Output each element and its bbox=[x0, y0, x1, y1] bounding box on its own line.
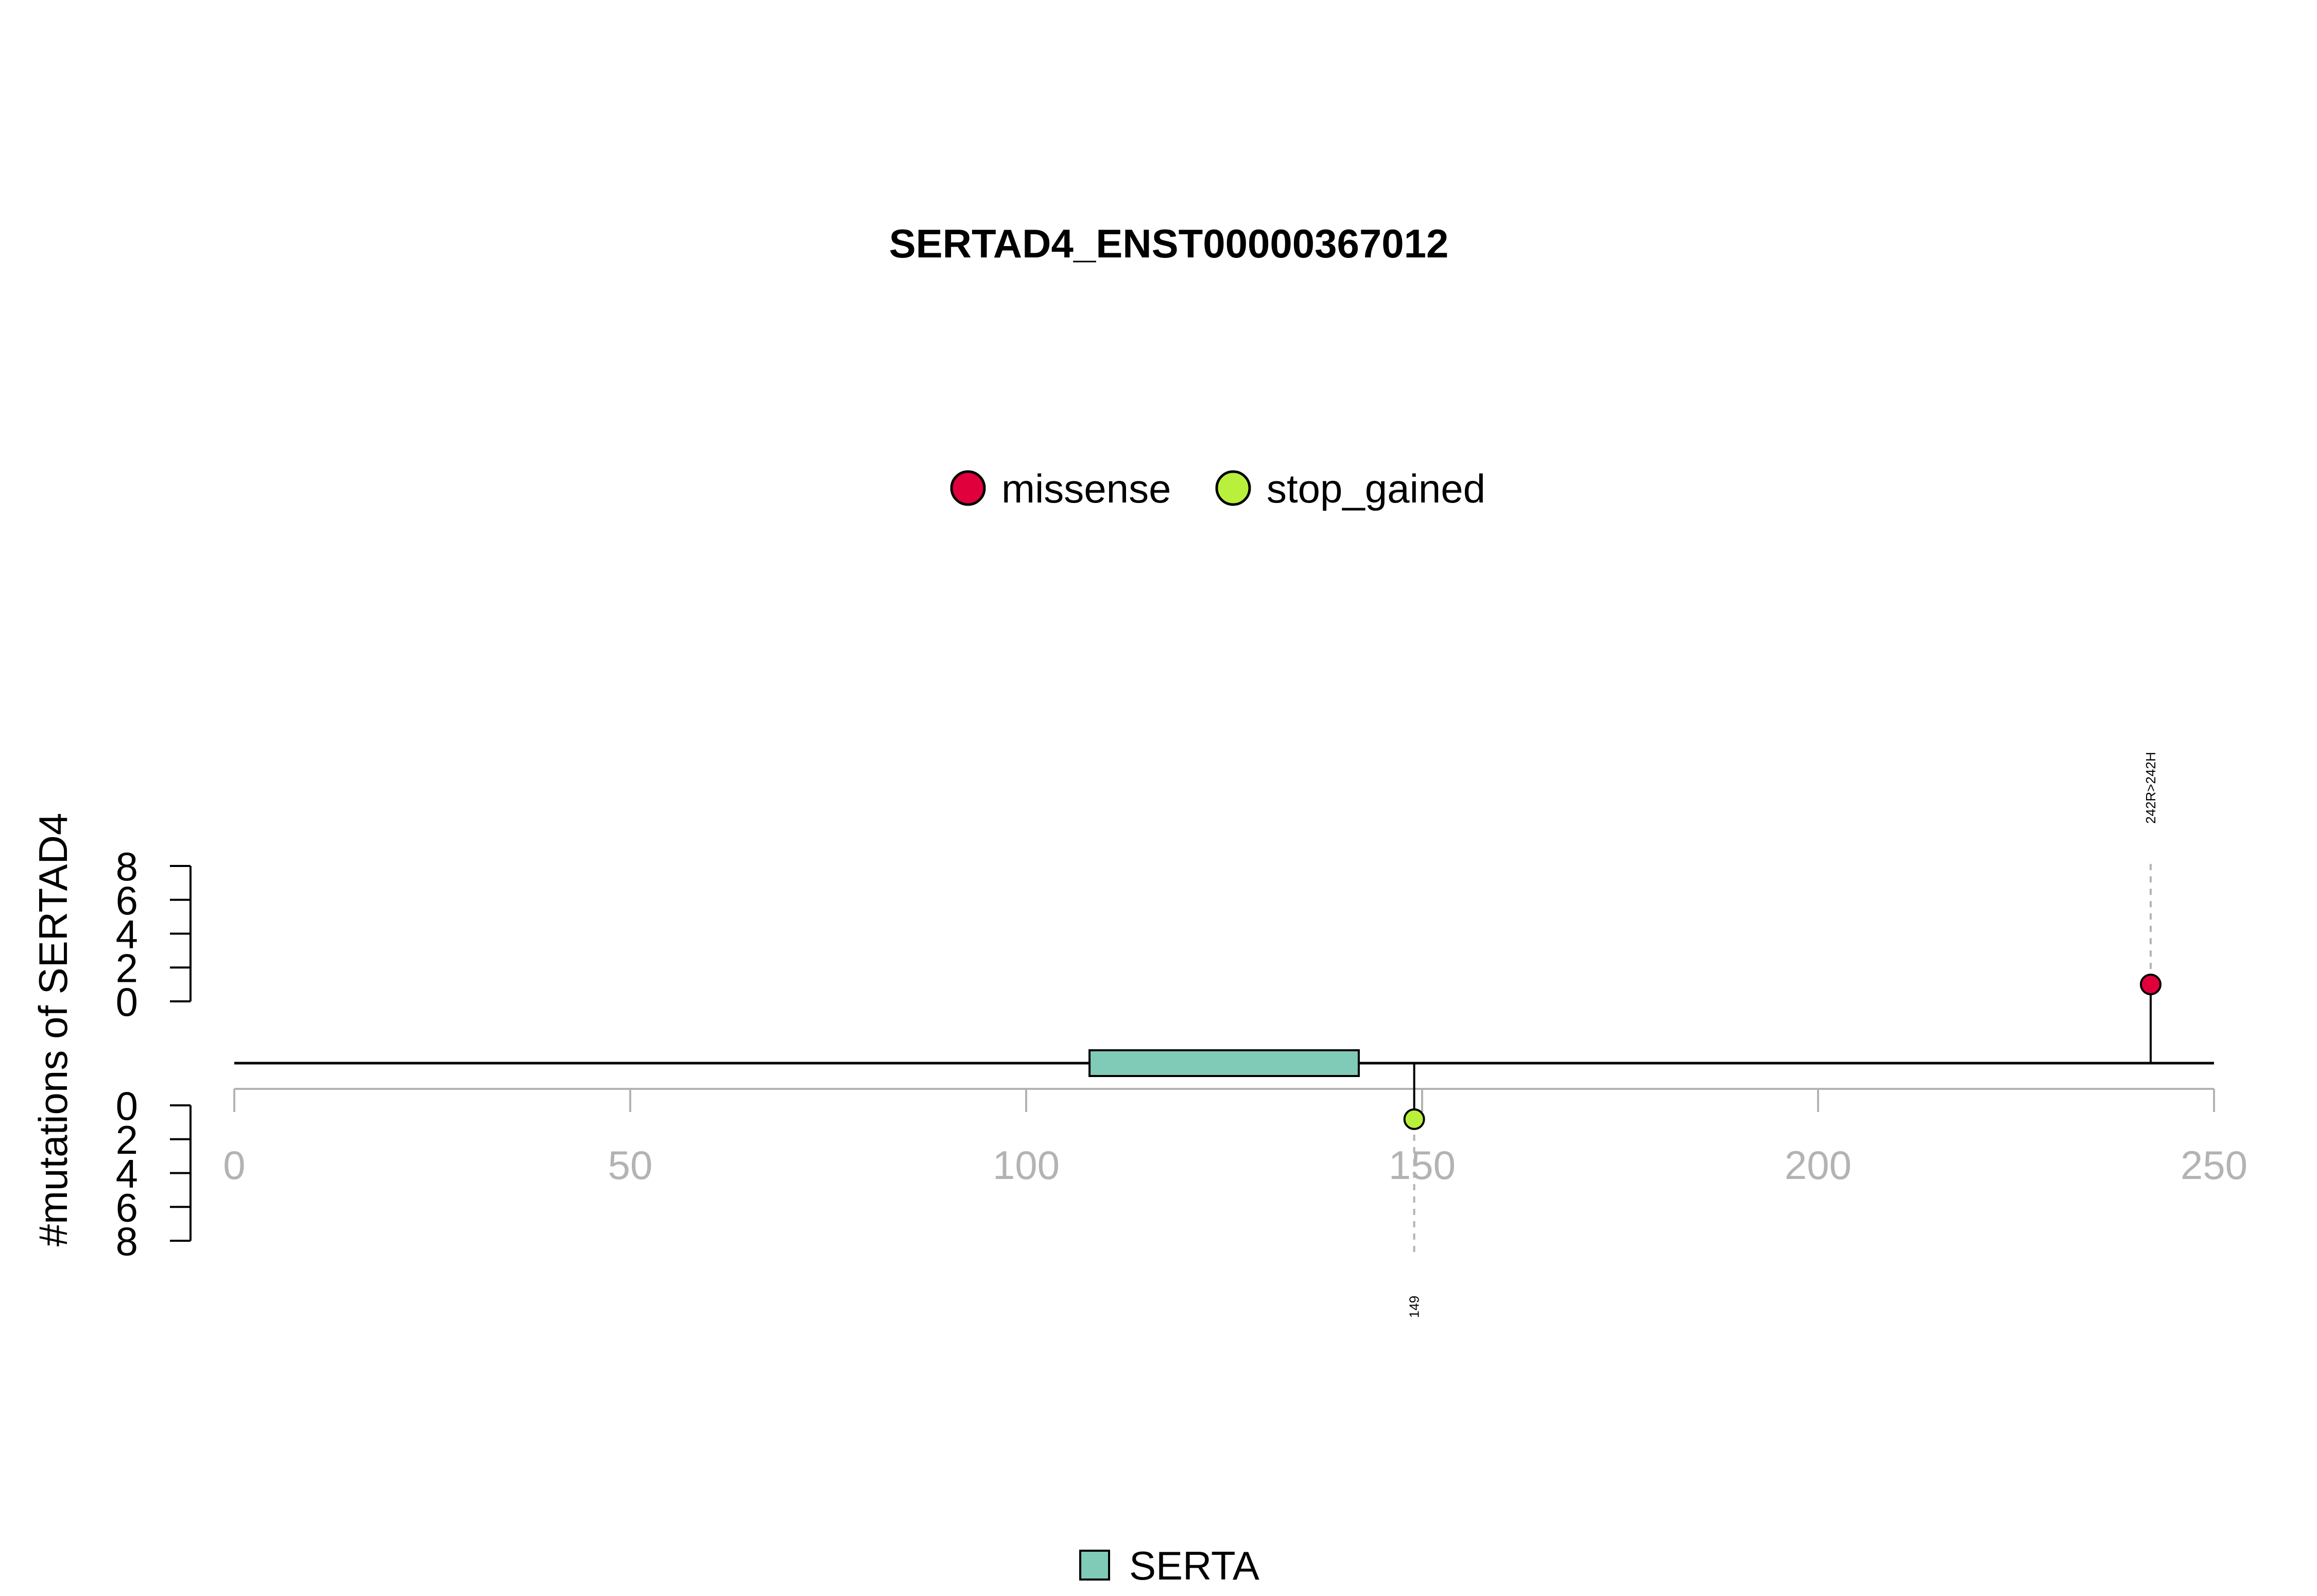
mutation-legend: missense stop_gained bbox=[950, 466, 1485, 511]
y-tick-label-bottom: 4 bbox=[116, 1151, 138, 1196]
y-tick-label-bottom: 0 bbox=[116, 1083, 138, 1129]
y-axis-label: #mutations of SERTAD4 bbox=[30, 813, 76, 1247]
y-tick-label-top: 2 bbox=[116, 945, 138, 991]
mutation-label: 149 bbox=[1407, 1296, 1422, 1318]
legend-label-stop_gained: stop_gained bbox=[1267, 466, 1485, 511]
mutation-label: 242R>242H bbox=[2143, 752, 2158, 824]
y-tick-label-bottom: 8 bbox=[116, 1219, 138, 1264]
legend-marker-stop_gained bbox=[1215, 470, 1251, 506]
domain-legend-swatch bbox=[1079, 1550, 1110, 1581]
x-axis: 0 50 100 150 200 250 bbox=[223, 1088, 2247, 1188]
x-tick-label: 100 bbox=[993, 1142, 1060, 1188]
y-tick-label-top: 4 bbox=[116, 912, 138, 957]
chart-title: SERTAD4_ENST00000367012 bbox=[889, 221, 1449, 266]
legend-marker-missense bbox=[950, 470, 986, 506]
domain-SERTA bbox=[1088, 1049, 1360, 1077]
x-tick-label: 250 bbox=[2181, 1142, 2247, 1188]
x-tick-label: 50 bbox=[608, 1142, 653, 1188]
legend-label-missense: missense bbox=[1001, 466, 1171, 511]
x-tick-label: 150 bbox=[1389, 1142, 1456, 1188]
x-tick-label: 0 bbox=[223, 1142, 245, 1188]
protein-track bbox=[234, 1049, 2214, 1077]
domain-legend-label: SERTA bbox=[1129, 1543, 1259, 1588]
y-tick-label-top: 0 bbox=[116, 979, 138, 1025]
x-tick-label: 200 bbox=[1785, 1142, 1852, 1188]
mutation-point-missense bbox=[2139, 974, 2162, 996]
y-tick-label-bottom: 2 bbox=[116, 1117, 138, 1163]
mutation-marks: 242R>242H 149 bbox=[1403, 752, 2162, 1318]
y-tick-label-top: 6 bbox=[116, 878, 138, 923]
domain-legend: SERTA bbox=[1079, 1543, 1259, 1588]
y-tick-label-bottom: 6 bbox=[116, 1185, 138, 1230]
mutation-point-stop_gained bbox=[1403, 1108, 1425, 1130]
y-tick-label-top: 8 bbox=[116, 844, 138, 889]
